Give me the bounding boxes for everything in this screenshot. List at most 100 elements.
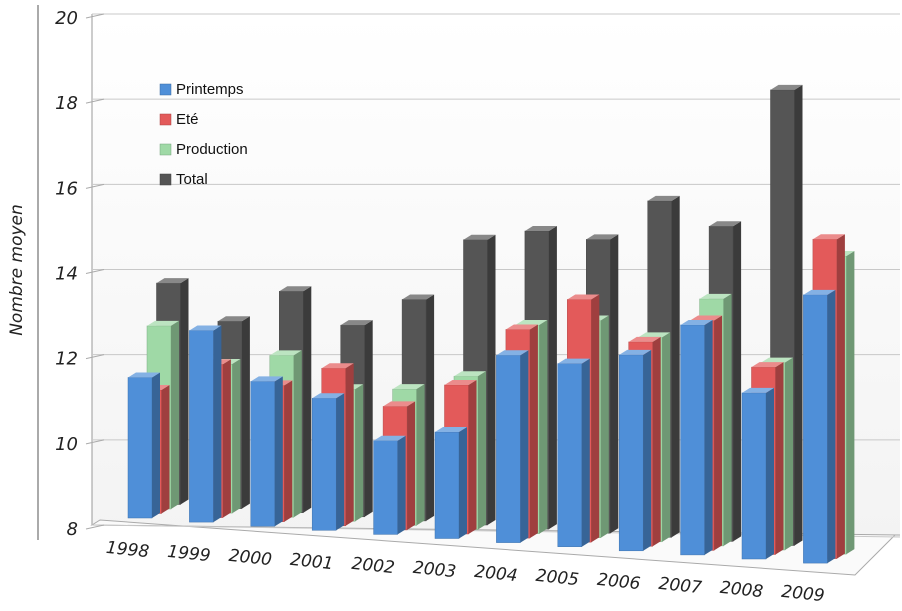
bar-side [733,221,742,542]
bar-top [402,294,435,300]
tick-connector-8 [85,524,105,530]
bar-side [459,427,467,539]
tick-connector-12 [85,354,105,360]
bar-front [496,354,521,543]
bar-side [274,376,283,527]
legend-swatch-2 [159,113,172,126]
bar-side [416,384,425,526]
bar-top [321,363,354,369]
bar-side [600,315,609,538]
bar-side [539,319,548,534]
bar-top [312,393,345,399]
bar-top [392,384,425,390]
bars [127,84,855,564]
tick-connector-14 [85,269,105,274]
bar-side [827,289,836,564]
bar-top [690,315,723,321]
bar-side [591,294,600,543]
bar-front [127,377,153,519]
bar-side [581,358,590,547]
bar-top [647,195,680,201]
bar-top [770,84,803,90]
bar-top [128,372,160,378]
bar-printemps-2007 [680,319,713,556]
bar-top [761,357,793,363]
bar-side [232,359,241,514]
x-tick-label-2008: 2008 [719,578,764,602]
bar-side [704,319,713,555]
bar-side [426,294,435,521]
bar-side [303,286,312,513]
bar-top [803,289,836,295]
bar-top [812,234,845,240]
y-tick-label-10: 10 [55,434,78,455]
bar-side [407,401,416,530]
bar-top [269,350,302,356]
bar-printemps-2002 [373,435,406,535]
bar-side [714,315,723,551]
bar-side [520,350,529,543]
bar-top [742,387,774,393]
bar-side [364,320,373,517]
bar-top [463,234,496,240]
bar-side [794,84,803,546]
bar-side [836,234,845,559]
bar-top [680,319,713,325]
legend-swatch-1 [159,83,172,96]
bar-front [434,431,460,539]
x-tick-label-2002: 2002 [351,554,396,578]
bar-front [311,398,337,531]
bar-side [643,349,652,551]
bar-side [548,226,557,530]
bar-top [699,293,732,299]
bar-printemps-2000 [250,376,283,527]
bar-top [586,234,619,240]
legend-label-4: Total [176,171,208,188]
y-axis-label: Nombre moyen [7,204,27,336]
legend-swatch-3 [159,143,172,156]
x-tick-label-2006: 2006 [596,570,641,594]
bar-front [189,330,214,523]
x-tick-label-2000: 2000 [228,546,273,570]
bar-side [161,385,170,514]
bar-front [803,294,828,564]
bar-side [152,372,160,518]
bar-top [496,350,529,356]
bar-top [751,362,784,368]
bar-side [345,363,354,526]
x-tick-label-1999: 1999 [166,542,211,566]
bar-side [222,359,231,518]
bar-side [846,251,855,555]
bar-printemps-2003 [434,427,467,539]
bar-side [785,357,793,550]
y-tick-label-18: 18 [55,93,78,114]
x-tick-label-2001: 2001 [289,550,334,574]
bar-printemps-2005 [557,358,590,547]
tick-connector-20 [85,13,105,19]
bar-printemps-2008 [741,387,774,560]
legend-label-3: Production [176,141,248,158]
bar-front [373,440,398,535]
x-tick-label-2004: 2004 [473,562,518,586]
bar-side [241,316,250,509]
bar-side [766,387,774,559]
bar-side [529,324,538,539]
bar-printemps-2006 [618,349,652,552]
bar-top [156,278,189,284]
bar-top [557,358,590,364]
bar-front [741,392,767,560]
bar-top [340,320,373,326]
x-tick-label-2005: 2005 [535,566,580,590]
y-tick-label-12: 12 [55,349,78,370]
bar-side [610,234,619,534]
y-tick-label-14: 14 [55,264,78,285]
bar-side [293,350,302,518]
bar-side [671,195,680,538]
tick-connector-16 [85,183,105,189]
tick-connector-18 [85,98,105,104]
bar-top [217,316,250,322]
x-tick-label-2003: 2003 [412,558,457,582]
x-tick-label-1998: 1998 [105,538,150,562]
bar-top [454,371,486,377]
bar-top [383,401,416,407]
